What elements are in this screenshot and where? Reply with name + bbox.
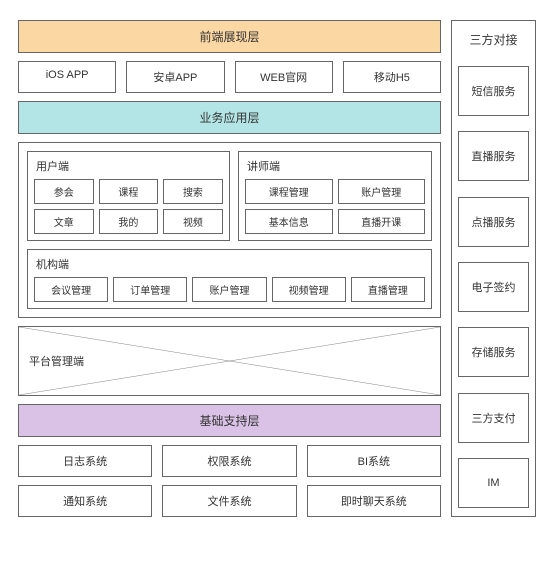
teacher-client-panel: 讲师端 课程管理 账户管理 基本信息 直播开课 (238, 151, 432, 241)
third-party-title: 三方对接 (452, 21, 535, 66)
frontend-layer-header: 前端展现层 (18, 20, 441, 53)
org-client-item: 订单管理 (113, 277, 187, 302)
business-layer-header: 业务应用层 (18, 101, 441, 134)
support-item: BI系统 (307, 445, 441, 477)
third-party-items: 短信服务 直播服务 点播服务 电子签约 存储服务 三方支付 IM (452, 66, 535, 516)
org-client-item: 账户管理 (192, 277, 266, 302)
support-item: 文件系统 (162, 485, 296, 517)
teacher-client-title: 讲师端 (245, 158, 425, 174)
user-client-item: 课程 (99, 179, 159, 204)
frontend-layer-title: 前端展现层 (199, 30, 259, 44)
business-top-row: 用户端 参会 课程 搜索 文章 我的 视频 讲师端 课程管理 账户管理 (27, 151, 432, 241)
user-client-item: 文章 (34, 209, 94, 234)
teacher-client-item: 直播开课 (338, 209, 426, 234)
org-client-title: 机构端 (34, 256, 425, 272)
business-layer-title: 业务应用层 (199, 111, 259, 125)
user-client-grid: 参会 课程 搜索 文章 我的 视频 (34, 179, 223, 234)
org-client-item: 视频管理 (272, 277, 346, 302)
frontend-item: iOS APP (18, 61, 116, 93)
support-item: 即时聊天系统 (307, 485, 441, 517)
teacher-client-item: 基本信息 (245, 209, 333, 234)
third-party-item: IM (458, 458, 529, 508)
teacher-client-item: 课程管理 (245, 179, 333, 204)
org-client-grid: 会议管理 订单管理 账户管理 视频管理 直播管理 (34, 277, 425, 302)
frontend-item: WEB官网 (235, 61, 333, 93)
user-client-item: 视频 (163, 209, 223, 234)
frontend-item: 安卓APP (126, 61, 224, 93)
third-party-item: 直播服务 (458, 131, 529, 181)
third-party-item: 短信服务 (458, 66, 529, 116)
frontend-item: 移动H5 (343, 61, 441, 93)
user-client-panel: 用户端 参会 课程 搜索 文章 我的 视频 (27, 151, 230, 241)
architecture-diagram: 前端展现层 iOS APP 安卓APP WEB官网 移动H5 业务应用层 用户端… (18, 20, 536, 517)
support-row-2: 通知系统 文件系统 即时聊天系统 (18, 485, 441, 517)
platform-admin-box: 平台管理端 (18, 326, 441, 396)
support-row-1: 日志系统 权限系统 BI系统 (18, 445, 441, 477)
support-item: 日志系统 (18, 445, 152, 477)
support-layer-title: 基础支持层 (199, 414, 259, 428)
user-client-item: 搜索 (163, 179, 223, 204)
third-party-item: 存储服务 (458, 327, 529, 377)
org-client-item: 直播管理 (351, 277, 425, 302)
teacher-client-grid: 课程管理 账户管理 基本信息 直播开课 (245, 179, 425, 234)
support-item: 权限系统 (162, 445, 296, 477)
third-party-item: 电子签约 (458, 262, 529, 312)
user-client-item: 我的 (99, 209, 159, 234)
frontend-items-row: iOS APP 安卓APP WEB官网 移动H5 (18, 61, 441, 93)
main-column: 前端展现层 iOS APP 安卓APP WEB官网 移动H5 业务应用层 用户端… (18, 20, 441, 517)
support-item: 通知系统 (18, 485, 152, 517)
user-client-item: 参会 (34, 179, 94, 204)
third-party-item: 三方支付 (458, 393, 529, 443)
third-party-item: 点播服务 (458, 197, 529, 247)
teacher-client-item: 账户管理 (338, 179, 426, 204)
org-client-panel: 机构端 会议管理 订单管理 账户管理 视频管理 直播管理 (27, 249, 432, 309)
org-client-item: 会议管理 (34, 277, 108, 302)
user-client-title: 用户端 (34, 158, 223, 174)
business-container: 用户端 参会 课程 搜索 文章 我的 视频 讲师端 课程管理 账户管理 (18, 142, 441, 318)
platform-admin-title: 平台管理端 (29, 353, 84, 369)
third-party-column: 三方对接 短信服务 直播服务 点播服务 电子签约 存储服务 三方支付 IM (451, 20, 536, 517)
support-layer-header: 基础支持层 (18, 404, 441, 437)
